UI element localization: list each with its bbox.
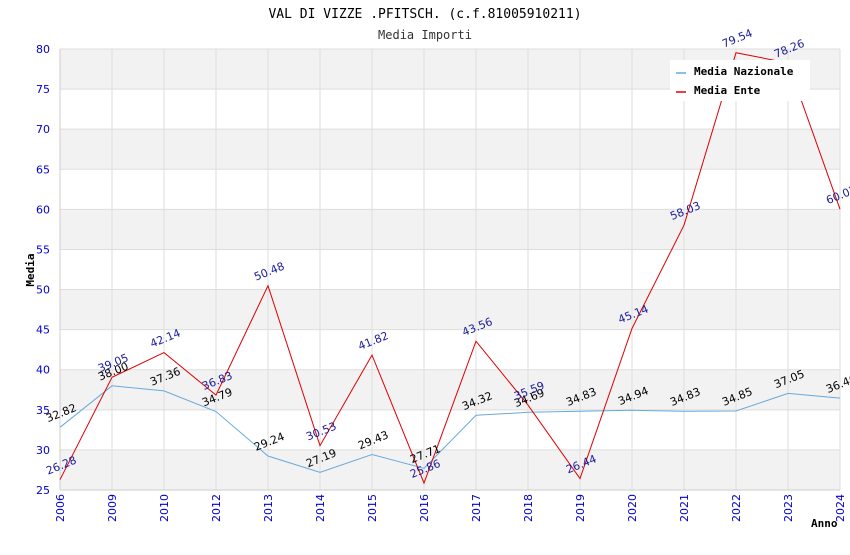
x-tick-label: 2017 [470,494,483,522]
gridlines [59,48,841,491]
x-tick-label: 2023 [782,494,795,522]
x-tick-label: 2018 [522,494,535,522]
y-tick-label: 30 [36,444,50,457]
background-band [60,369,840,410]
series-line-media-nazionale [59,385,841,473]
x-tick-label: 2015 [366,494,379,522]
axes [59,49,840,491]
legend-background [670,60,810,101]
data-label-media-ente: 50.48 [252,260,286,284]
background-band [60,449,840,490]
y-tick-label: 55 [36,243,50,256]
y-tick-label: 45 [36,324,50,337]
background-band [60,289,840,330]
y-tick-label: 25 [36,484,50,497]
x-tick-label: 2012 [210,494,223,522]
x-axis-title: Anno [811,517,838,530]
x-tick-label: 2022 [730,494,743,522]
series-lines [59,52,841,485]
x-tick-label: 2009 [106,494,119,522]
data-label-media-ente: 79.54 [720,27,754,51]
y-tick-label: 60 [36,203,50,216]
legend-label-media-ente: Media Ente [694,84,761,97]
x-tick-label: 2014 [314,494,327,522]
data-label-media-ente: 30.53 [304,420,338,444]
x-tick-label: 2013 [262,494,275,522]
x-tick-label: 2016 [418,494,431,522]
data-label-media-nazionale: 29.43 [356,428,390,452]
x-tick-label: 2020 [626,494,639,522]
x-tick-label: 2006 [54,494,67,522]
chart-title: VAL DI VIZZE .PFITSCH. (c.f.81005910211) [268,7,581,22]
y-tick-label: 35 [36,404,50,417]
chart-subtitle: Media Importi [378,28,472,42]
x-tick-label: 2024 [834,494,847,522]
y-axis-title: Media [24,253,37,286]
y-tick-label: 80 [36,43,50,56]
background-band [60,209,840,250]
y-tick-label: 40 [36,364,50,377]
y-tick-label: 75 [36,83,50,96]
x-tick-label: 2010 [158,494,171,522]
background-bands [60,49,840,490]
legend: Media Nazionale Media Ente [670,60,810,101]
tick-labels: 25 30 35 40 45 50 55 60 65 70 75 80 2006 2009 2010 2012… [36,43,847,522]
data-label-media-ente: 41.82 [356,329,390,353]
x-tick-label: 2021 [678,494,691,522]
y-tick-label: 70 [36,123,50,136]
y-tick-label: 50 [36,284,50,297]
background-band [60,129,840,170]
data-label-media-ente: 60.02 [824,183,850,207]
legend-label-media-nazionale: Media Nazionale [694,65,794,78]
x-tick-label: 2019 [574,494,587,522]
y-tick-label: 65 [36,163,50,176]
series-line-media-ente [59,52,841,485]
